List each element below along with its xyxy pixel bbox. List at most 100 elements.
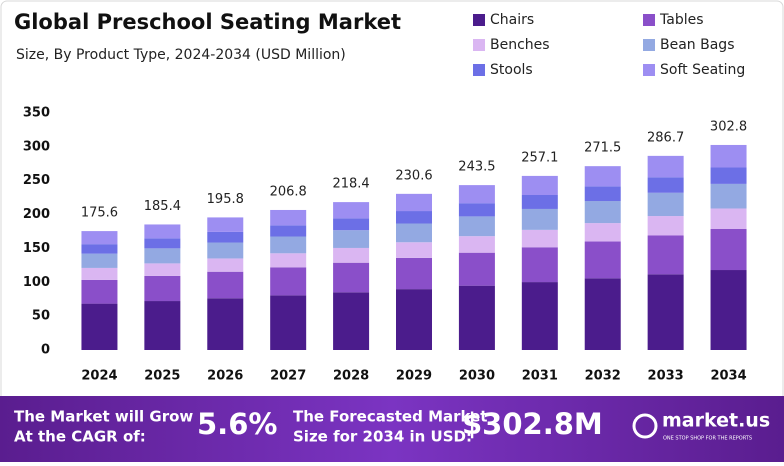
bar-segment: [521, 208, 558, 230]
y-tick-label: 350: [23, 106, 50, 121]
total-label: 243.5: [458, 160, 495, 175]
bar-segment: [710, 183, 747, 209]
bar-segment: [144, 224, 181, 239]
bar-segment: [396, 289, 432, 350]
footer-text: At the CAGR of:: [14, 428, 146, 446]
total-label: 257.1: [521, 150, 558, 165]
y-tick-label: 150: [23, 241, 50, 256]
footer-text: Size for 2034 in USD:: [293, 428, 472, 446]
bar-segment: [81, 279, 118, 304]
bar-segment: [584, 223, 621, 242]
bar-segment: [207, 242, 244, 259]
bar-segment: [207, 271, 244, 299]
bar-segment: [207, 217, 244, 232]
bar-segment: [521, 282, 558, 350]
x-tick-label: 2026: [207, 369, 243, 384]
bar-segment: [647, 192, 684, 217]
bar-segment: [81, 231, 118, 245]
bar-segment: [458, 216, 495, 237]
x-tick-label: 2029: [396, 369, 432, 384]
chart-title: Global Preschool Seating Market: [14, 10, 401, 34]
legend-label: Benches: [490, 37, 550, 53]
total-label: 302.8: [710, 119, 747, 134]
x-tick-label: 2032: [585, 369, 621, 384]
bar-segment: [584, 278, 621, 350]
bar-segment: [458, 252, 495, 286]
bar-segment: [647, 235, 684, 275]
bar-segment: [81, 267, 118, 280]
legend-swatch: [643, 14, 655, 26]
subtitle: Size, By Product Type, 2024-2034 (USD Mi…: [16, 47, 346, 63]
legend-swatch: [643, 39, 655, 51]
total-label: 286.7: [647, 130, 684, 145]
bar-segment: [270, 236, 307, 254]
y-tick-label: 200: [23, 207, 50, 222]
x-tick-label: 2031: [522, 369, 558, 384]
forecast: $302.8M: [462, 407, 603, 441]
bar-segment: [81, 253, 118, 268]
total-label: 206.8: [270, 184, 307, 199]
bar-segment: [710, 208, 747, 229]
y-tick-label: 300: [23, 139, 50, 154]
bar-segment: [333, 262, 370, 293]
y-tick-label: 50: [32, 309, 50, 324]
x-tick-label: 2033: [648, 369, 684, 384]
y-tick-label: 250: [23, 173, 50, 188]
bar-segment: [144, 248, 181, 264]
legend-label: Tables: [659, 12, 704, 28]
bar-segment: [710, 228, 747, 271]
x-tick-label: 2030: [459, 369, 495, 384]
bar-segment: [710, 144, 747, 168]
bar-segment: [521, 247, 558, 283]
bar-segment: [333, 247, 370, 263]
bar-segment: [521, 175, 558, 196]
x-tick-label: 2027: [270, 369, 306, 384]
bar-segment: [333, 292, 370, 350]
legend-label: Chairs: [490, 12, 534, 28]
bar-segment: [647, 274, 684, 350]
y-tick-label: 100: [23, 275, 50, 290]
bar-segment: [207, 231, 244, 243]
bar-segment: [458, 285, 495, 350]
bar-segment: [647, 177, 684, 193]
bar-segment: [458, 203, 495, 217]
bar-segment: [144, 275, 181, 302]
bar-segment: [333, 202, 370, 219]
bar-segment: [207, 298, 244, 350]
bar-segment: [584, 201, 621, 224]
y-tick-label: 0: [41, 343, 50, 358]
bar-segment: [333, 230, 370, 248]
bar-segment: [207, 258, 244, 272]
total-label: 271.5: [584, 141, 621, 156]
total-label: 185.4: [144, 199, 181, 214]
bar-segment: [81, 303, 118, 350]
bar-segment: [270, 253, 307, 268]
bar-segment: [521, 229, 558, 248]
bar-segment: [458, 185, 495, 204]
x-tick-label: 2034: [710, 369, 746, 384]
bar-segment: [270, 209, 307, 226]
bar-segment: [584, 241, 621, 279]
bar-segment: [270, 295, 307, 350]
bar-segment: [584, 186, 621, 202]
bar-segment: [144, 238, 181, 249]
total-label: 218.4: [332, 177, 369, 192]
legend-label: Stools: [490, 62, 533, 78]
bar-segment: [710, 270, 747, 350]
bar-segment: [710, 167, 747, 184]
bar-segment: [333, 218, 370, 231]
x-tick-label: 2025: [144, 369, 180, 384]
bar-segment: [144, 301, 181, 350]
legend-swatch: [473, 14, 485, 26]
bar-segment: [396, 257, 432, 290]
legend-label: Bean Bags: [660, 37, 734, 53]
legend-swatch: [473, 64, 485, 76]
footer-text: The Market will Grow: [14, 408, 193, 426]
bar-segment: [396, 242, 432, 258]
footer-banner: [0, 396, 784, 462]
x-tick-label: 2024: [81, 369, 117, 384]
legend-swatch: [643, 64, 655, 76]
bar-segment: [458, 236, 495, 253]
bar-segment: [81, 244, 118, 254]
